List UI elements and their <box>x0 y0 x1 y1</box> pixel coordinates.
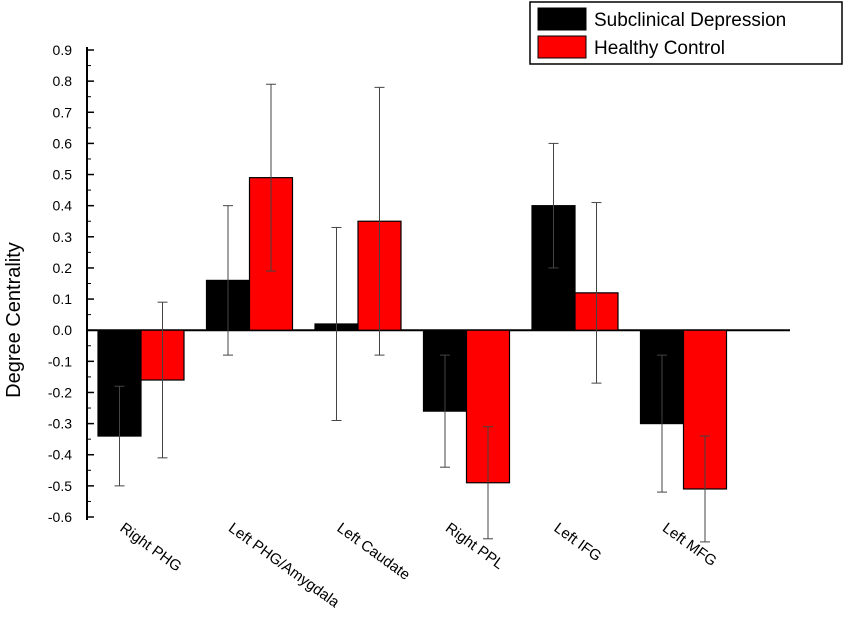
x-category-label: Left PHG/Amygdala <box>225 519 343 611</box>
y-tick-label: 0.7 <box>53 104 73 120</box>
y-axis-title: Degree Centrality <box>3 242 25 398</box>
y-tick-label: 0.0 <box>53 322 73 338</box>
y-tick-label: 0.6 <box>53 135 73 151</box>
y-tick-label: -0.3 <box>48 416 72 432</box>
y-tick-label: -0.1 <box>48 353 72 369</box>
y-tick-label: -0.5 <box>48 478 72 494</box>
y-tick-label: 0.3 <box>53 229 73 245</box>
legend-swatch <box>537 35 587 59</box>
y-tick-label: -0.4 <box>48 447 72 463</box>
legend: Subclinical Depression Healthy Control <box>529 1 843 65</box>
error-bars-layer <box>114 83 710 543</box>
y-tick-label: -0.2 <box>48 384 72 400</box>
y-tick-label: 0.2 <box>53 260 73 276</box>
y-tick-label: 0.1 <box>53 291 73 307</box>
legend-swatch <box>537 7 587 31</box>
y-tick-label: -0.6 <box>48 509 72 525</box>
x-category-label: Left IFG <box>551 519 605 565</box>
bars-layer <box>97 177 728 490</box>
x-category-label: Left Caudate <box>334 519 413 583</box>
y-tick-label: 0.8 <box>53 73 73 89</box>
x-category-label: Left MFG <box>659 519 720 569</box>
legend-label: Healthy Control <box>594 38 725 59</box>
y-tick-label: 0.5 <box>53 167 73 183</box>
x-category-label: Right PHG <box>117 519 185 575</box>
x-category-label: Right PPL <box>442 519 507 572</box>
y-tick-label: 0.9 <box>53 42 73 58</box>
legend-label: Subclinical Depression <box>594 10 786 31</box>
y-tick-label: 0.4 <box>53 198 73 214</box>
